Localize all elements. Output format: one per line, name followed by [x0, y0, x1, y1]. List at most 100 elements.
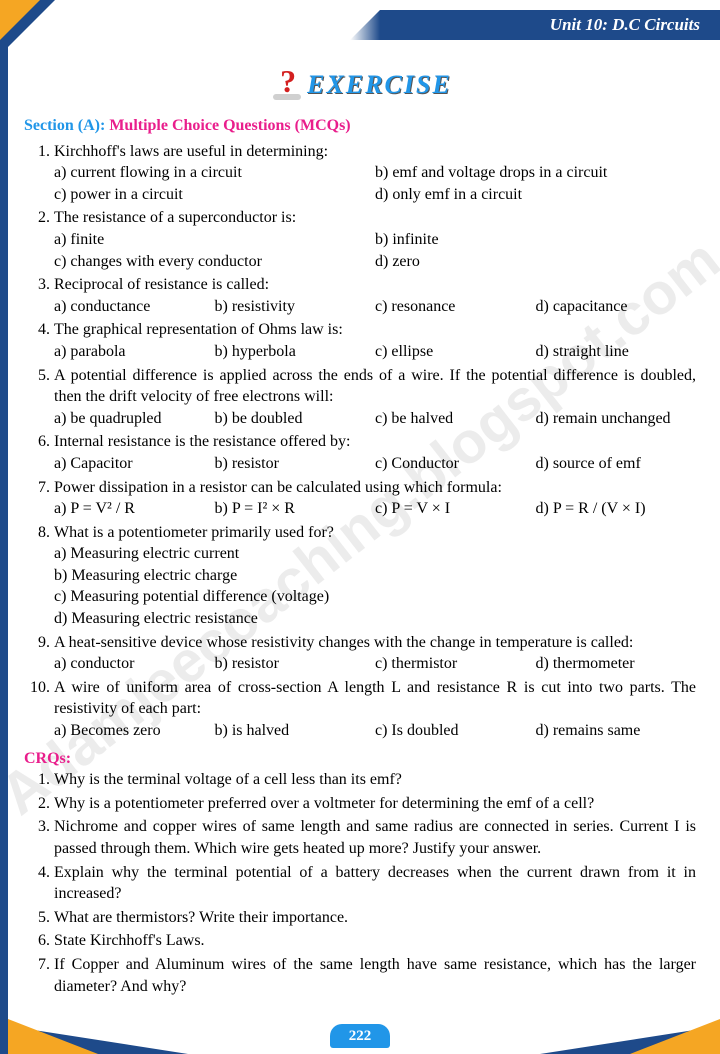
question-text: What is a potentiometer primarily used f…: [54, 524, 334, 541]
crq-text: What are thermistors? Write their import…: [54, 909, 348, 926]
question-mark-icon: ?: [268, 65, 308, 105]
question-text: The resistance of a superconductor is:: [54, 209, 296, 226]
option: c) Is doubled: [375, 720, 536, 742]
question-text: The graphical representation of Ohms law…: [54, 321, 343, 338]
crq-text: Why is a potentiometer preferred over a …: [54, 795, 594, 812]
options-row: a) be quadrupledb) be doubledc) be halve…: [54, 408, 696, 430]
unit-header-band: Unit 10: D.C Circuits: [350, 10, 720, 40]
option: b) infinite: [375, 229, 696, 251]
mcq-item: 8.What is a potentiometer primarily used…: [54, 522, 696, 630]
crq-item: 3.Nichrome and copper wires of same leng…: [54, 816, 696, 859]
question-text: A wire of uniform area of cross-section …: [54, 679, 696, 718]
option: a) current flowing in a circuit: [54, 162, 375, 184]
crq-item: 7.If Copper and Aluminum wires of the sa…: [54, 954, 696, 997]
option: d) P = R / (V × I): [536, 498, 697, 520]
question-number: 7.: [24, 477, 50, 499]
option: d) Measuring electric resistance: [54, 608, 696, 630]
mcq-item: 1.Kirchhoff's laws are useful in determi…: [54, 141, 696, 206]
option: c) Conductor: [375, 453, 536, 475]
section-subtitle: Multiple Choice Questions (MCQs): [109, 117, 350, 134]
question-number: 10.: [24, 677, 50, 699]
mcq-item: 10.A wire of uniform area of cross-secti…: [54, 677, 696, 742]
option: a) finite: [54, 229, 375, 251]
crq-item: 1.Why is the terminal voltage of a cell …: [54, 769, 696, 791]
option: c) resonance: [375, 296, 536, 318]
option: b) emf and voltage drops in a circuit: [375, 162, 696, 184]
question-number: 3.: [24, 274, 50, 296]
option: b) be doubled: [215, 408, 376, 430]
option: a) conductance: [54, 296, 215, 318]
crq-heading: CRQs:: [24, 748, 696, 770]
question-number: 1.: [24, 141, 50, 163]
options-row: a) parabolab) hyperbolac) ellipsed) stra…: [54, 341, 696, 363]
mcq-item: 4.The graphical representation of Ohms l…: [54, 319, 696, 362]
option: a) Capacitor: [54, 453, 215, 475]
left-border: [0, 0, 8, 1054]
options-row: a) conductanceb) resistivityc) resonance…: [54, 296, 696, 318]
option: d) remain unchanged: [536, 408, 697, 430]
question-text: A potential difference is applied across…: [54, 367, 696, 406]
section-a-heading: Section (A): Multiple Choice Questions (…: [24, 115, 696, 137]
option: c) ellipse: [375, 341, 536, 363]
question-text: Reciprocal of resistance is called:: [54, 276, 269, 293]
question-number: 5.: [24, 365, 50, 387]
crq-item: 4.Explain why the terminal potential of …: [54, 862, 696, 905]
options-row: a) conductorb) resistorc) thermistord) t…: [54, 653, 696, 675]
crq-number: 4.: [24, 862, 50, 884]
section-label: Section (A):: [24, 117, 105, 134]
option: d) source of emf: [536, 453, 697, 475]
mcq-item: 5.A potential difference is applied acro…: [54, 365, 696, 430]
question-text: A heat-sensitive device whose resistivit…: [54, 634, 633, 651]
page-number-badge: 222: [330, 1024, 390, 1048]
option: b) is halved: [215, 720, 376, 742]
question-text: Power dissipation in a resistor can be c…: [54, 479, 502, 496]
options-row: a) P = V² / Rb) P = I² × Rc) P = V × Id)…: [54, 498, 696, 520]
question-text: Kirchhoff's laws are useful in determini…: [54, 143, 328, 160]
option: a) be quadrupled: [54, 408, 215, 430]
option: c) be halved: [375, 408, 536, 430]
mcq-item: 2.The resistance of a superconductor is:…: [54, 207, 696, 272]
option: b) Measuring electric charge: [54, 565, 696, 587]
option: d) remains same: [536, 720, 697, 742]
mcq-item: 3.Reciprocal of resistance is called:a) …: [54, 274, 696, 317]
option: b) resistor: [215, 453, 376, 475]
question-number: 8.: [24, 522, 50, 544]
option: b) P = I² × R: [215, 498, 376, 520]
question-number: 2.: [24, 207, 50, 229]
option: a) P = V² / R: [54, 498, 215, 520]
option: d) only emf in a circuit: [375, 184, 696, 206]
option: d) thermometer: [536, 653, 697, 675]
crq-text: Explain why the terminal potential of a …: [54, 864, 696, 903]
option: b) resistor: [215, 653, 376, 675]
option: a) Becomes zero: [54, 720, 215, 742]
mcq-item: 6.Internal resistance is the resistance …: [54, 431, 696, 474]
crq-number: 6.: [24, 930, 50, 952]
crq-item: 5.What are thermistors? Write their impo…: [54, 907, 696, 929]
option: a) conductor: [54, 653, 215, 675]
exercise-header: ? EXERCISE: [0, 65, 720, 105]
footer-left-orange: [8, 1019, 98, 1054]
option: c) power in a circuit: [54, 184, 375, 206]
crq-section: CRQs: 1.Why is the terminal voltage of a…: [24, 748, 696, 998]
crq-number: 3.: [24, 816, 50, 838]
footer-right-orange: [630, 1019, 720, 1054]
option: d) capacitance: [536, 296, 697, 318]
crq-text: State Kirchhoff's Laws.: [54, 932, 205, 949]
options-row: a) Capacitorb) resistorc) Conductord) so…: [54, 453, 696, 475]
question-text: Internal resistance is the resistance of…: [54, 433, 350, 450]
option: b) resistivity: [215, 296, 376, 318]
crq-text: Nichrome and copper wires of same length…: [54, 818, 696, 857]
option: c) Measuring potential difference (volta…: [54, 586, 696, 608]
options-row: a) Becomes zerob) is halvedc) Is doubled…: [54, 720, 696, 742]
option: a) Measuring electric current: [54, 543, 696, 565]
mcq-item: 9.A heat-sensitive device whose resistiv…: [54, 632, 696, 675]
crq-number: 1.: [24, 769, 50, 791]
crq-number: 5.: [24, 907, 50, 929]
corner-orange: [0, 0, 40, 40]
content-area: Section (A): Multiple Choice Questions (…: [24, 115, 696, 999]
crq-item: 2.Why is a potentiometer preferred over …: [54, 793, 696, 815]
option: c) changes with every conductor: [54, 251, 375, 273]
option: c) thermistor: [375, 653, 536, 675]
question-number: 4.: [24, 319, 50, 341]
exercise-title: EXERCISE: [307, 70, 452, 100]
